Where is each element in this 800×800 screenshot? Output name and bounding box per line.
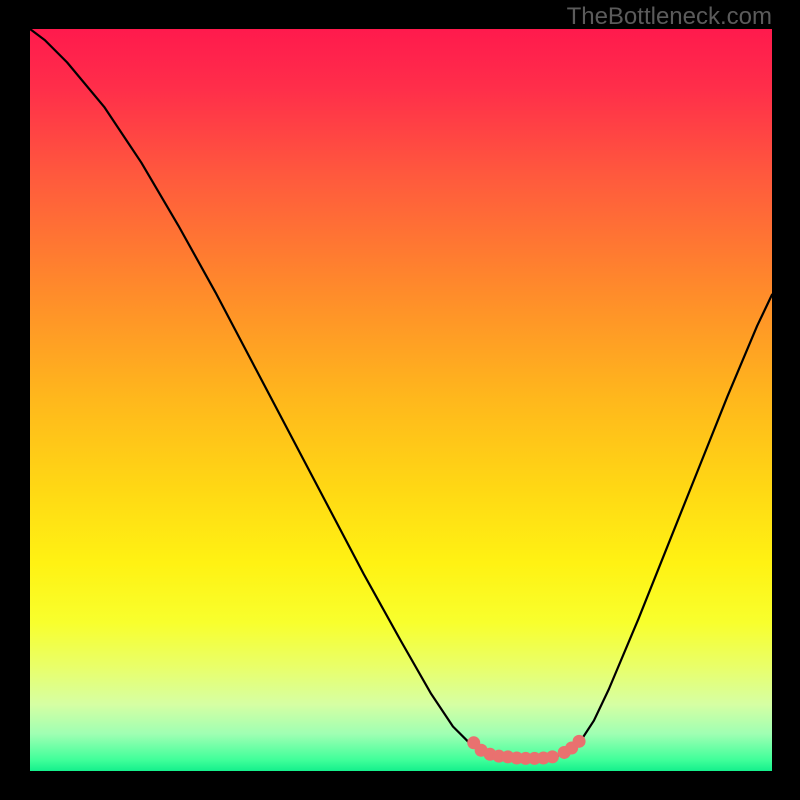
chart-frame: TheBottleneck.com bbox=[0, 0, 800, 800]
chart-overlay-svg bbox=[0, 0, 800, 800]
curve-dot-markers bbox=[467, 735, 585, 765]
curve-dot bbox=[546, 750, 559, 763]
bottleneck-curve bbox=[30, 29, 772, 759]
curve-dot bbox=[573, 735, 586, 748]
